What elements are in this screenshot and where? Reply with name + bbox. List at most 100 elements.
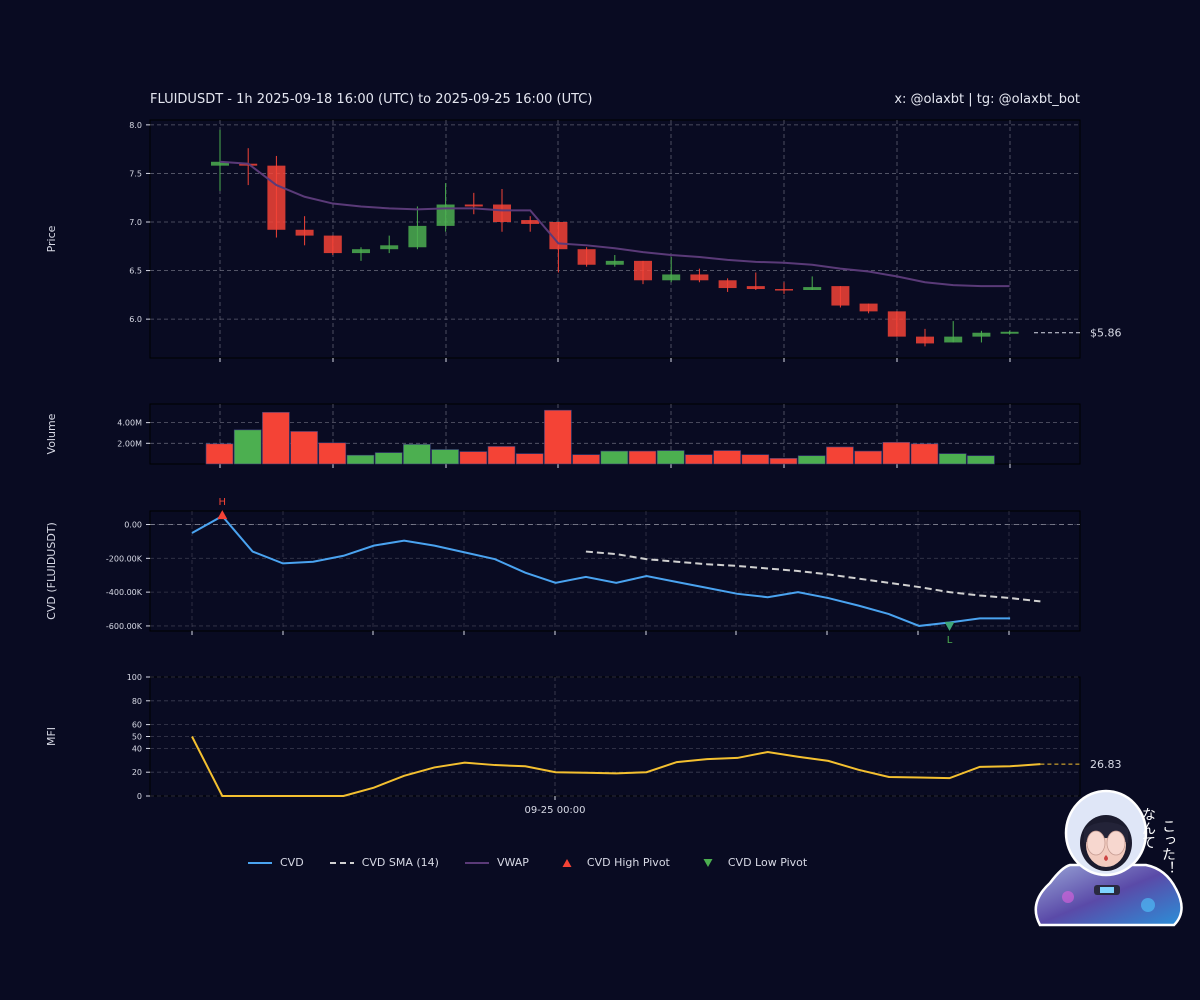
candle-body bbox=[352, 249, 370, 254]
chart-legend: CVD CVD SMA (14) VWAP CVD High Pivot CVD… bbox=[248, 856, 833, 869]
legend-label-vwap: VWAP bbox=[496, 856, 529, 869]
credit-text: x: @olaxbt | tg: @olaxbt_bot bbox=[894, 92, 1080, 107]
legend-label-high-pivot: CVD High Pivot bbox=[586, 856, 670, 869]
mfi-ytick-label: 50 bbox=[132, 733, 142, 742]
candle-body bbox=[746, 286, 765, 290]
candle-body bbox=[408, 225, 427, 248]
mfi-ytick-label: 20 bbox=[132, 768, 142, 777]
candle-body bbox=[859, 303, 878, 312]
candle-body bbox=[944, 336, 963, 343]
volume-bar bbox=[797, 455, 826, 465]
legend-swatch-cvd bbox=[248, 861, 272, 864]
volume-bar bbox=[572, 454, 600, 465]
candle-body bbox=[521, 220, 540, 224]
legend-label-cvd: CVD bbox=[280, 856, 304, 869]
cvd-low-pivot-label: L bbox=[947, 635, 953, 646]
price-ytick-label: 7.0 bbox=[129, 218, 142, 227]
candle-body bbox=[775, 289, 793, 291]
candle-body bbox=[803, 287, 822, 290]
mfi-ytick-label: 0 bbox=[137, 792, 142, 801]
hooded-character-facepalm-icon: なんて こった！ bbox=[1034, 789, 1183, 927]
volume-bar bbox=[656, 450, 685, 465]
cvd-sma-line bbox=[585, 550, 1041, 603]
candle-body bbox=[718, 280, 737, 289]
volume-bar bbox=[938, 453, 967, 465]
volume-bar bbox=[741, 454, 770, 465]
volume-ytick-label: 4.00M bbox=[117, 419, 142, 428]
mfi-last-value-label: 26.83 bbox=[1090, 758, 1122, 771]
legend-swatch-cvd-sma bbox=[329, 861, 354, 864]
legend-item-cvd: CVD bbox=[248, 856, 304, 869]
legend-label-cvd-sma: CVD SMA (14) bbox=[361, 856, 439, 869]
volume-bar bbox=[515, 453, 544, 465]
candle-body bbox=[916, 336, 934, 344]
volume-bar bbox=[403, 444, 431, 465]
candle-body bbox=[605, 260, 624, 265]
volume-bar bbox=[910, 443, 939, 465]
volume-bar bbox=[769, 458, 798, 465]
candle-body bbox=[831, 286, 850, 306]
ylabel-price: Price bbox=[45, 225, 58, 252]
panel-frame-price bbox=[149, 119, 1081, 359]
legend-item-high-pivot: CVD High Pivot bbox=[555, 856, 670, 869]
volume-bar bbox=[318, 442, 347, 465]
chart-title: FLUIDUSDT - 1h 2025-09-18 16:00 (UTC) to… bbox=[150, 92, 593, 107]
last-price-label: $5.86 bbox=[1090, 327, 1122, 340]
volume-bar bbox=[685, 454, 713, 465]
mascot-caption: なんて bbox=[1140, 807, 1156, 849]
mfi-ytick-label: 80 bbox=[132, 697, 142, 706]
panel-frame-cvd bbox=[149, 510, 1081, 632]
legend-swatch-low-pivot-icon bbox=[703, 858, 713, 867]
price-ytick-label: 6.5 bbox=[129, 267, 142, 276]
volume-bar bbox=[374, 452, 403, 465]
volume-bar bbox=[967, 455, 995, 465]
candle-body bbox=[380, 245, 399, 250]
cvd-ytick-label: 0.00 bbox=[124, 521, 142, 530]
candle-body bbox=[887, 311, 906, 337]
cvd-high-pivot-icon bbox=[217, 510, 228, 520]
candle-body bbox=[464, 204, 483, 207]
legend-item-vwap: VWAP bbox=[464, 856, 529, 869]
volume-bar bbox=[826, 446, 854, 465]
legend-swatch-vwap bbox=[464, 861, 489, 864]
price-ytick-label: 8.0 bbox=[129, 121, 142, 130]
volume-ytick-label: 2.00M bbox=[117, 439, 142, 448]
legend-item-cvd-sma: CVD SMA (14) bbox=[329, 856, 439, 869]
candle-body bbox=[972, 332, 991, 337]
candle-body bbox=[295, 229, 314, 236]
volume-bar bbox=[233, 429, 262, 465]
candle-body bbox=[577, 249, 596, 265]
volume-bar bbox=[544, 409, 572, 465]
mfi-line bbox=[191, 736, 1041, 797]
volume-bar bbox=[854, 450, 882, 465]
volume-bar bbox=[713, 450, 741, 465]
vwap-line bbox=[219, 160, 1010, 288]
price-ytick-label: 6.0 bbox=[129, 315, 142, 324]
cvd-high-pivot-label: H bbox=[219, 497, 227, 508]
volume-bar bbox=[290, 431, 318, 465]
candle-body bbox=[662, 274, 681, 281]
volume-bar bbox=[600, 450, 629, 465]
candle-body bbox=[1000, 331, 1019, 334]
ylabel-vol: Volume bbox=[45, 413, 58, 454]
volume-bar bbox=[262, 411, 290, 465]
legend-swatch-high-pivot-icon bbox=[562, 858, 572, 867]
cvd-low-pivot-icon bbox=[944, 621, 955, 631]
cvd-line bbox=[191, 514, 1011, 627]
ylabel-cvd: CVD (FLUIDUSDT) bbox=[45, 522, 58, 620]
cvd-ytick-label: -400.00K bbox=[106, 588, 143, 597]
volume-bar bbox=[487, 446, 516, 465]
volume-bar bbox=[459, 451, 488, 465]
cvd-ytick-label: -600.00K bbox=[106, 622, 143, 631]
volume-bar bbox=[205, 443, 234, 465]
volume-bar bbox=[346, 454, 375, 465]
svg-text:こった！: こった！ bbox=[1160, 819, 1176, 875]
mfi-ytick-label: 40 bbox=[132, 744, 142, 753]
candle-body bbox=[493, 204, 511, 222]
candle-body bbox=[690, 274, 709, 281]
volume-bar bbox=[431, 449, 459, 465]
volume-bar bbox=[882, 441, 911, 465]
legend-label-low-pivot: CVD Low Pivot bbox=[727, 856, 808, 869]
candle-body bbox=[436, 204, 455, 226]
